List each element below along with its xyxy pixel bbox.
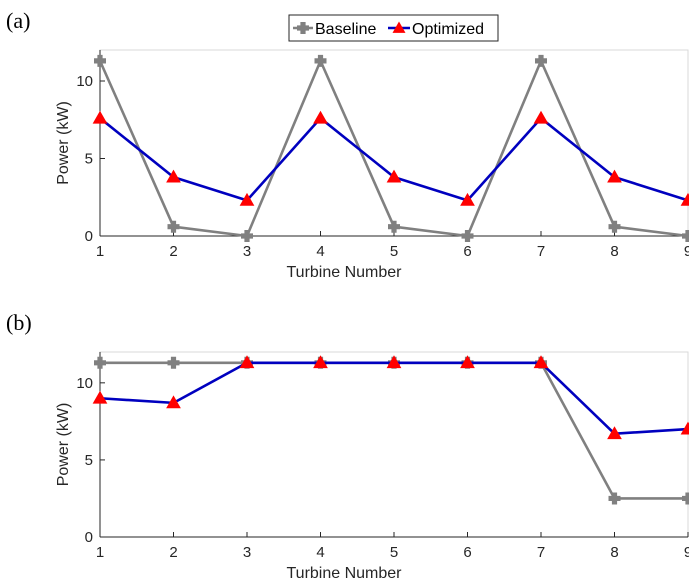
x-tick-label: 1 [96, 243, 104, 260]
panel-label: (a) [6, 8, 30, 33]
data-point-baseline [682, 230, 689, 242]
data-point-optimized [607, 426, 622, 440]
y-tick-label: 0 [85, 529, 93, 546]
data-point-optimized [680, 421, 689, 435]
legend-label-optimized: Optimized [412, 21, 484, 38]
data-point-optimized [166, 169, 181, 183]
data-point-baseline [608, 492, 621, 505]
data-point-optimized [607, 169, 622, 183]
y-tick-label: 5 [85, 151, 93, 168]
data-point-optimized [313, 355, 328, 369]
y-axis-title: Power (kW) [55, 403, 72, 487]
data-point-optimized [239, 192, 255, 206]
y-tick-label: 0 [85, 228, 93, 245]
x-axis-title: Turbine Number [286, 565, 402, 582]
x-tick-label: 7 [537, 544, 545, 561]
plot-frame [99, 351, 689, 538]
x-axis-title: Turbine Number [286, 264, 402, 281]
x-tick-label: 2 [169, 243, 177, 260]
legend: Baseline Optimized [288, 14, 499, 42]
data-point-baseline [94, 356, 106, 369]
x-tick-label: 9 [684, 544, 689, 561]
series-line-baseline [100, 361, 688, 500]
x-tick-label: 8 [610, 544, 618, 561]
x-tick-label: 5 [390, 544, 398, 561]
panel-b: (b) 1 2 3 4 5 6 7 8 9 0 5 10 Turbine Number Power (kW) [6, 310, 689, 582]
data-point-optimized [239, 355, 255, 369]
data-point-baseline [94, 54, 106, 67]
y-axis-title: Power (kW) [55, 101, 72, 185]
panel-a: (a) 1 2 3 4 5 6 7 8 9 0 5 10 Turbine Number Power (kW) [6, 8, 689, 281]
data-point-optimized [460, 355, 475, 369]
data-point-baseline [167, 220, 180, 233]
data-point-optimized [92, 110, 108, 124]
data-point-baseline [535, 54, 547, 67]
x-tick-label: 7 [537, 243, 545, 260]
series-line-optimized [99, 361, 689, 436]
data-point-baseline [241, 230, 253, 242]
data-point-baseline [314, 54, 327, 67]
y-tick-label: 10 [76, 73, 93, 90]
data-point-baseline [608, 220, 621, 233]
series-line-baseline [98, 59, 689, 238]
series-line-optimized [99, 116, 689, 202]
y-tick-label: 10 [76, 375, 93, 392]
x-tick-label: 4 [316, 544, 324, 561]
data-point-optimized [92, 390, 108, 404]
x-tick-label: 5 [390, 243, 398, 260]
data-point-optimized [460, 192, 475, 206]
data-point-optimized [680, 192, 689, 206]
x-tick-label: 8 [610, 243, 618, 260]
x-tick-label: 6 [463, 243, 471, 260]
legend-marker-optimized [392, 21, 406, 33]
data-point-optimized [166, 395, 181, 409]
data-point-optimized [533, 110, 549, 124]
data-point-optimized [386, 355, 402, 369]
data-point-optimized [386, 169, 402, 183]
data-point-baseline [388, 220, 400, 233]
y-tick-label: 5 [85, 452, 93, 469]
x-tick-label: 3 [243, 544, 251, 561]
legend-marker-baseline [297, 22, 309, 34]
panel-label: (b) [6, 310, 32, 335]
data-point-baseline [682, 492, 689, 505]
data-point-baseline [461, 230, 474, 242]
plot-frame [99, 49, 689, 237]
x-tick-label: 1 [96, 544, 104, 561]
x-tick-label: 9 [684, 243, 689, 260]
x-tick-label: 2 [169, 544, 177, 561]
x-tick-label: 4 [316, 243, 324, 260]
x-tick-label: 6 [463, 544, 471, 561]
data-point-optimized [533, 355, 549, 369]
x-tick-label: 3 [243, 243, 251, 260]
legend-label-baseline: Baseline [315, 21, 376, 38]
data-point-optimized [313, 110, 328, 124]
data-point-baseline [167, 356, 180, 369]
